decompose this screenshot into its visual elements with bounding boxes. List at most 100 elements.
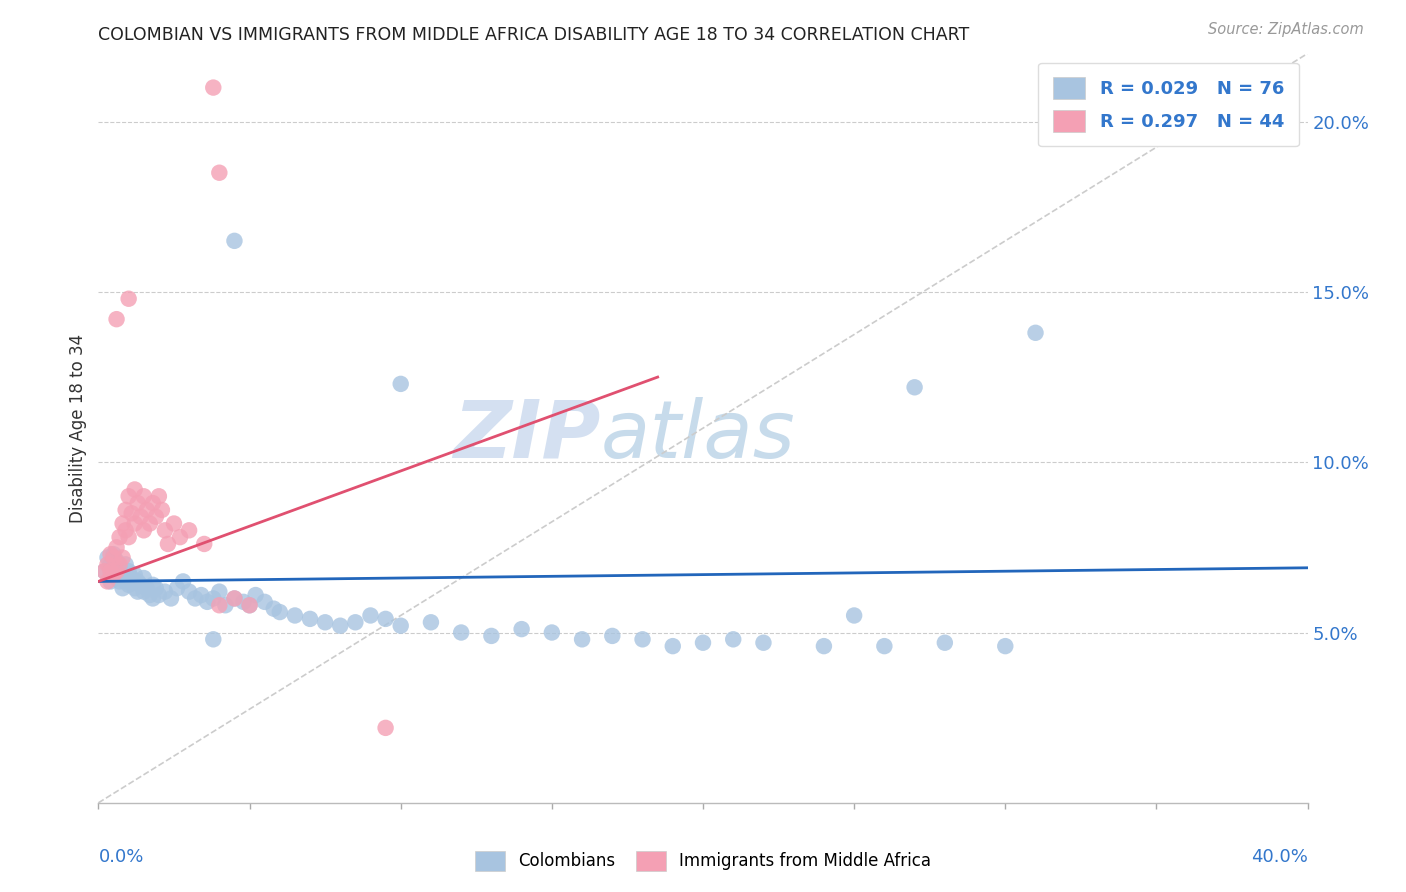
Point [132, 584, 155, 599]
Point [208, 599, 231, 613]
Point [420, 615, 443, 630]
Point [93, 564, 115, 578]
Point [145, 581, 167, 595]
Point [114, 558, 136, 572]
Point [96, 550, 118, 565]
Point [150, 503, 173, 517]
Point [108, 574, 131, 589]
Point [269, 605, 291, 619]
Point [139, 516, 162, 531]
Point [245, 588, 267, 602]
Point [121, 571, 143, 585]
Point [179, 584, 201, 599]
Text: COLOMBIAN VS IMMIGRANTS FROM MIDDLE AFRICA DISABILITY AGE 18 TO 34 CORRELATION C: COLOMBIAN VS IMMIGRANTS FROM MIDDLE AFRI… [98, 26, 970, 44]
Point [631, 632, 654, 647]
Point [114, 524, 136, 538]
Point [127, 574, 149, 589]
Point [96, 574, 118, 589]
Point [232, 595, 254, 609]
Point [389, 376, 412, 391]
Point [96, 558, 118, 572]
Point [111, 516, 134, 531]
Point [100, 547, 122, 561]
Text: ZIP: ZIP [453, 397, 600, 475]
Point [224, 234, 246, 248]
Point [224, 591, 246, 606]
Point [540, 625, 562, 640]
Point [127, 584, 149, 599]
Point [193, 537, 215, 551]
Point [124, 516, 146, 531]
Point [389, 618, 412, 632]
Point [571, 632, 593, 647]
Y-axis label: Disability Age 18 to 34: Disability Age 18 to 34 [69, 334, 87, 523]
Point [450, 625, 472, 640]
Point [661, 639, 683, 653]
Point [132, 571, 155, 585]
Legend: Colombians, Immigrants from Middle Africa: Colombians, Immigrants from Middle Afric… [467, 842, 939, 880]
Point [253, 595, 276, 609]
Point [208, 584, 231, 599]
Point [202, 632, 225, 647]
Text: atlas: atlas [600, 397, 794, 475]
Point [224, 591, 246, 606]
Point [103, 567, 125, 582]
Point [124, 581, 146, 595]
Point [139, 588, 162, 602]
Point [934, 636, 956, 650]
Point [239, 599, 262, 613]
Point [105, 554, 128, 568]
Point [135, 581, 157, 595]
Point [129, 509, 152, 524]
Point [121, 506, 143, 520]
Point [124, 567, 146, 582]
Point [602, 629, 624, 643]
Point [184, 591, 207, 606]
Point [111, 550, 134, 565]
Point [124, 483, 146, 497]
Point [105, 312, 128, 326]
Point [105, 541, 128, 555]
Point [844, 608, 866, 623]
Point [344, 615, 367, 630]
Point [179, 524, 201, 538]
Point [103, 550, 125, 565]
Point [169, 530, 191, 544]
Point [239, 599, 262, 613]
Point [329, 618, 352, 632]
Point [111, 567, 134, 582]
Point [190, 588, 212, 602]
Point [108, 530, 131, 544]
Point [100, 574, 122, 589]
Point [103, 564, 125, 578]
Point [129, 578, 152, 592]
Point [105, 564, 128, 578]
Point [692, 636, 714, 650]
Point [93, 564, 115, 578]
Point [132, 524, 155, 538]
Point [374, 721, 396, 735]
Point [202, 591, 225, 606]
Point [100, 564, 122, 578]
Point [284, 608, 307, 623]
Point [202, 80, 225, 95]
Point [118, 578, 141, 592]
Point [114, 574, 136, 589]
Point [172, 574, 194, 589]
Point [127, 496, 149, 510]
Point [904, 380, 927, 394]
Point [142, 591, 165, 606]
Text: 0.0%: 0.0% [98, 847, 143, 866]
Point [374, 612, 396, 626]
Text: Source: ZipAtlas.com: Source: ZipAtlas.com [1208, 22, 1364, 37]
Point [111, 581, 134, 595]
Point [148, 588, 170, 602]
Point [813, 639, 835, 653]
Point [752, 636, 775, 650]
Point [156, 537, 179, 551]
Point [873, 639, 896, 653]
Point [118, 292, 141, 306]
Point [132, 489, 155, 503]
Point [118, 530, 141, 544]
Point [263, 601, 285, 615]
